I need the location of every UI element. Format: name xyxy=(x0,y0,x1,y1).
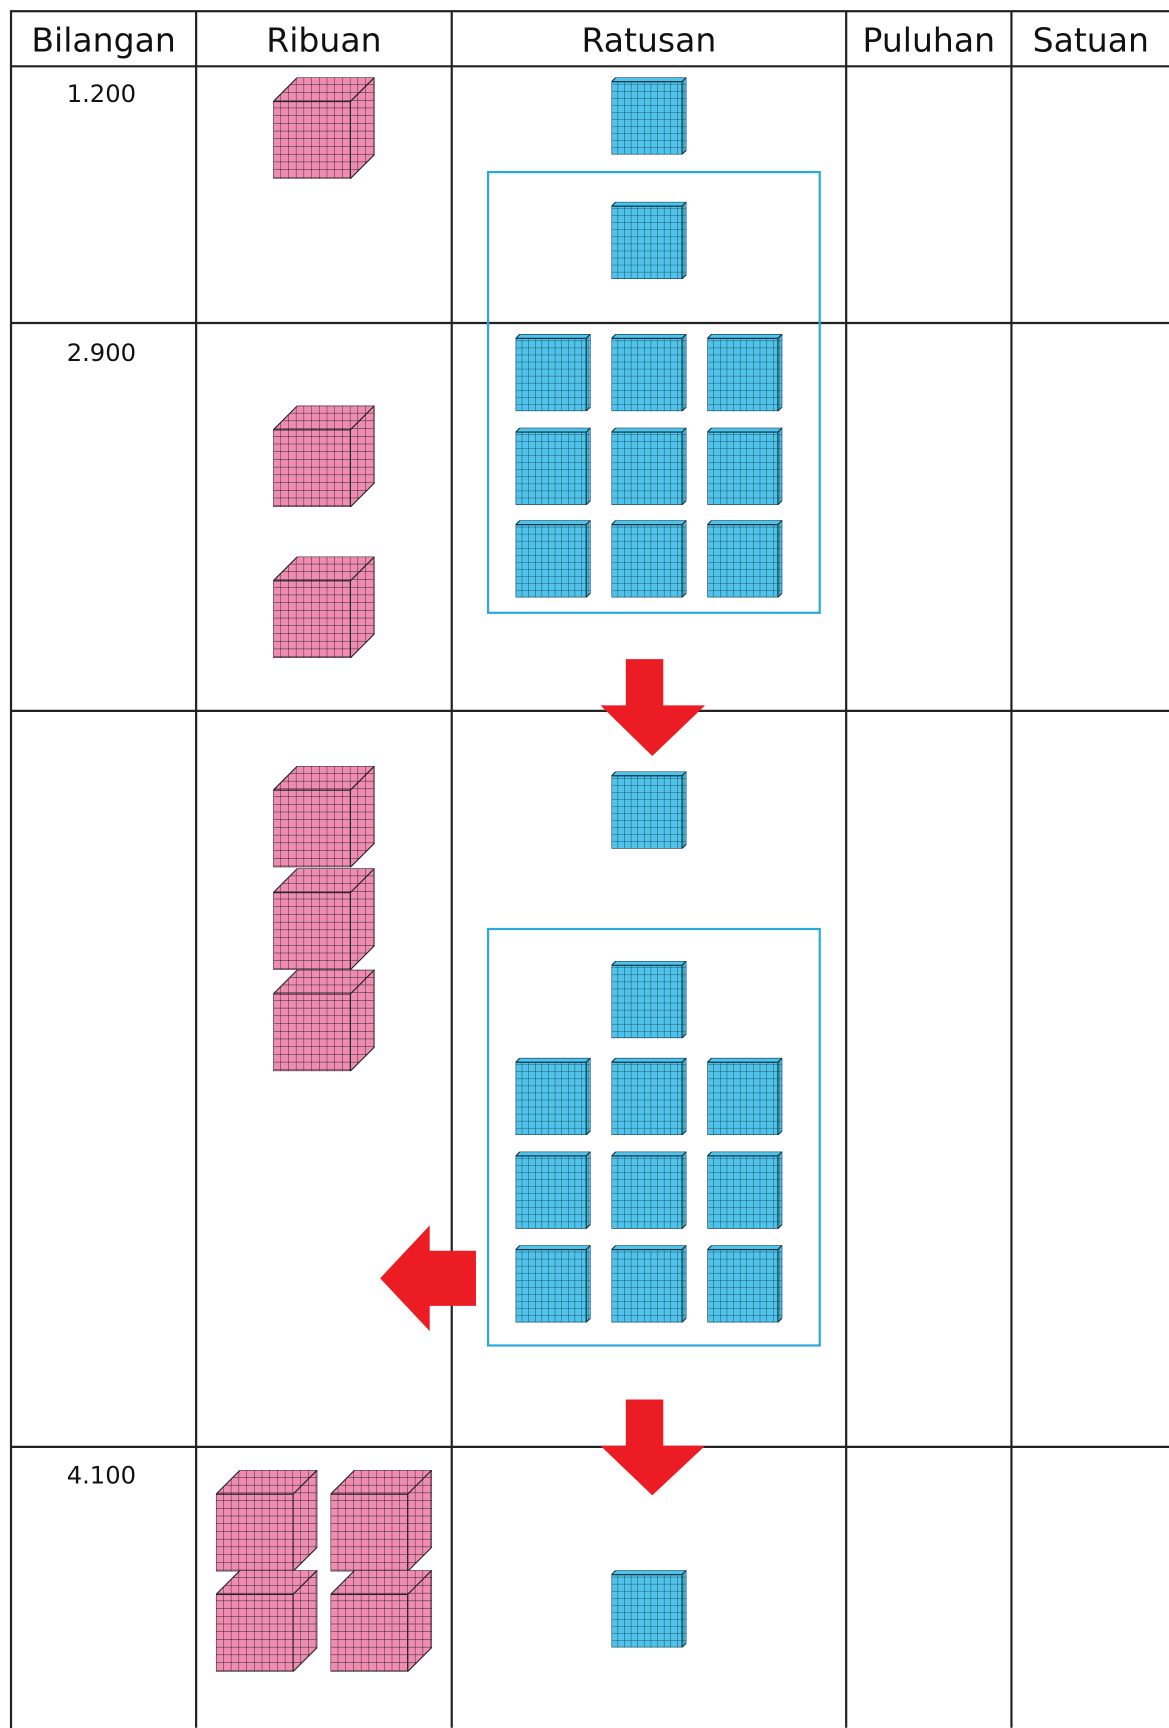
row-number: 4.100 xyxy=(67,1462,136,1490)
group-boxes xyxy=(486,170,821,1347)
column-header: Ratusan xyxy=(582,21,717,60)
row-number: 2.900 xyxy=(67,339,136,367)
row-number: 1.200 xyxy=(67,80,136,108)
thousand-cubes xyxy=(215,77,432,1672)
column-header: Puluhan xyxy=(863,21,996,60)
grid-lines xyxy=(9,10,1169,1728)
column-header: Satuan xyxy=(1033,21,1149,60)
column-header: Bilangan xyxy=(31,21,175,60)
column-header: Ribuan xyxy=(266,21,381,60)
arrows xyxy=(380,659,706,1496)
